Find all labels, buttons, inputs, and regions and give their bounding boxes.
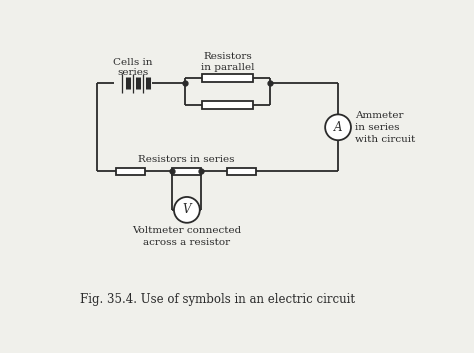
Text: A: A — [334, 121, 342, 134]
Text: Cells in
series: Cells in series — [113, 58, 152, 77]
FancyBboxPatch shape — [116, 168, 145, 175]
FancyBboxPatch shape — [173, 168, 201, 175]
FancyBboxPatch shape — [227, 168, 255, 175]
Text: Fig. 35.4. Use of symbols in an electric circuit: Fig. 35.4. Use of symbols in an electric… — [80, 293, 355, 306]
Text: Ammeter
in series
with circuit: Ammeter in series with circuit — [355, 111, 415, 144]
Circle shape — [325, 114, 351, 140]
Text: Voltmeter connected
across a resistor: Voltmeter connected across a resistor — [132, 226, 241, 247]
Text: Resistors
in parallel: Resistors in parallel — [201, 52, 255, 72]
FancyBboxPatch shape — [202, 74, 253, 82]
Text: V: V — [182, 203, 191, 216]
Text: Resistors in series: Resistors in series — [138, 155, 234, 164]
FancyBboxPatch shape — [202, 101, 253, 109]
Circle shape — [174, 197, 200, 223]
